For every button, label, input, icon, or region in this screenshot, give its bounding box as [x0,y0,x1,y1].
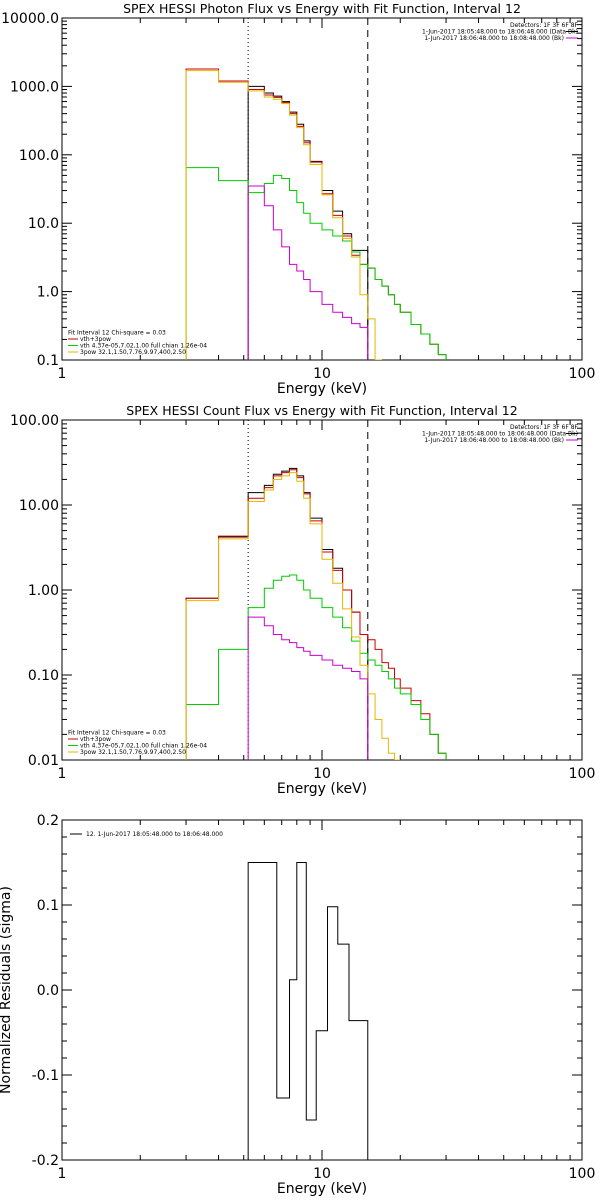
x-axis-label: Energy (keV) [277,381,367,397]
series-vth [185,167,447,360]
y-tick-label: 0.01 [28,753,59,769]
y-tick-label: 1.00 [28,583,59,599]
y-tick-label: 1.0 [37,285,59,301]
series-3pow [185,70,382,360]
x-tick-label: 100 [569,766,596,782]
legend-entry: 3pow 32.1,1.50,7.76,9.97,400,2.50 [80,749,186,756]
y-tick-label: 0.1 [37,898,59,914]
plot-frame [61,819,583,1161]
x-tick-label: 100 [569,1166,596,1182]
info-text: 1-Jun-2017 18:06:48.000 to 18:08:48.000 … [424,437,564,444]
series-3pow [185,472,401,760]
legend-entry: vth 4.37e-05,7.02,1.00 full chian 1.26e-… [80,343,207,350]
x-tick-label: 10 [313,1166,331,1182]
chart-title: SPEX HESSI Count Flux vs Energy with Fit… [126,403,517,418]
series-background [247,616,369,760]
y-tick-label: 0.1 [37,353,59,369]
y-tick-label: 0.2 [37,813,59,829]
y-tick-label: 0.0 [37,983,59,999]
info-text: 1-Jun-2017 18:05:48.000 to 18:06:48.000 … [422,431,578,438]
x-tick-label: 1 [58,366,67,382]
info-text: Detectors: 1F 3F 6F 8F [510,424,579,431]
chart-title: SPEX HESSI Photon Flux vs Energy with Fi… [123,1,521,16]
y-axis-label: Normalized Residuals (sigma) [0,886,14,1094]
y-tick-label: 1000.0 [10,79,59,95]
y-tick-label: 10.00 [19,498,59,514]
series-residuals [247,862,369,1160]
y-tick-label: 0.10 [28,668,59,684]
series-vth [185,574,447,760]
legend-entry: vth+3pow [80,736,111,743]
x-tick-label: 1 [58,766,67,782]
chart-panel-3: 1 10 100 -0.2 -0.1 0.0 0.1 0.2 Energy (keV) Norma… [0,813,595,1197]
legend-entry: Fit Interval 12 Chi-square = 0.03 [68,330,166,337]
series-data [185,467,369,760]
legend-entry: vth 4.37e-05,7.02,1.00 full chian 1.26e-… [80,743,207,750]
y-tick-label: 10000.0 [1,11,59,27]
x-tick-label: 100 [569,366,596,382]
info-text: 1-Jun-2017 18:06:48.000 to 18:08:48.000 … [424,35,564,42]
plot-frame [61,419,583,761]
series-data [247,85,369,360]
x-tick-label: 10 [313,366,331,382]
chart-panel-2: SPEX HESSI Count Flux vs Energy with Fit… [10,403,595,797]
series-background [247,185,369,360]
info-text: Detectors: 1F 3F 6F 8F [510,22,579,29]
y-tick-label: -0.1 [32,1068,59,1084]
x-axis-label: Energy (keV) [277,781,367,797]
series-vth+3pow [185,68,447,360]
series-vth+3pow [185,469,447,760]
legend-entry: Fit Interval 12 Chi-square = 0.03 [68,730,166,737]
legend-entry: vth+3pow [80,336,111,343]
y-tick-label: 100.0 [19,148,59,164]
x-axis-label: Energy (keV) [277,1181,367,1197]
y-tick-label: 10.0 [28,216,59,232]
info-text: 1-Jun-2017 18:05:48.000 to 18:06:48.000 … [422,29,578,36]
y-tick-label: -0.2 [32,1153,59,1169]
x-tick-label: 10 [313,766,331,782]
y-tick-label: 100.00 [10,413,59,429]
x-tick-label: 1 [58,1166,67,1182]
legend-entry: 12. 1-Jun-2017 18:05:48.000 to 18:06:48.… [86,831,223,838]
legend-entry: 3pow 32.1,1.50,7.76,9.97,400,2.50 [80,349,186,356]
chart-panel-1: SPEX HESSI Photon Flux vs Energy with Fi… [1,1,595,397]
